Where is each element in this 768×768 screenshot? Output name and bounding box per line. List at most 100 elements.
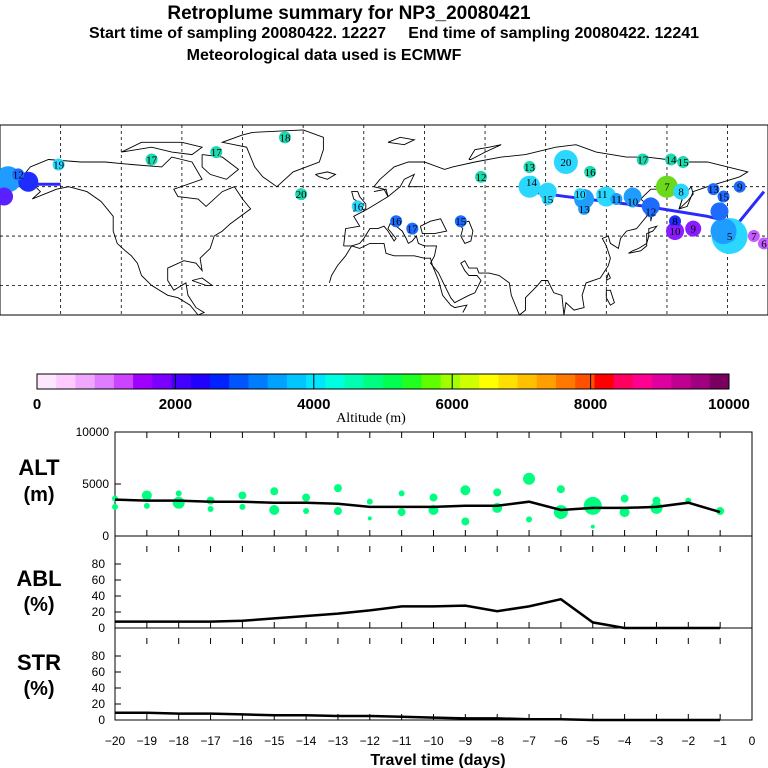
plume-day-label: 13 [524,162,536,174]
plume-blob [0,187,14,206]
x-tick-label: −14 [296,734,317,748]
plume-marker [677,156,690,169]
altitude-point [461,517,470,526]
plots-frame [114,431,753,721]
abl-line [115,597,721,630]
plume-marker [687,222,700,235]
altitude-point [172,496,185,509]
plume-marker [723,230,736,243]
plume-marker [475,170,488,183]
colorbar-swatch [440,374,461,389]
coastline [605,271,611,281]
colorbar-swatch [363,374,384,389]
altitude-point [238,491,247,500]
altitude-point [207,505,214,512]
x-tick-label: −6 [554,734,568,748]
plume-day-label: 15 [718,192,730,204]
x-tick-label: −17 [200,734,221,748]
plume-marker [523,160,536,173]
plume-day-label: 16 [352,201,364,213]
y-tick-label: 0 [98,621,105,635]
colorbar-swatch [190,374,211,389]
x-tick-label: −4 [618,734,632,748]
x-tick-label: −5 [586,734,600,748]
plume-marker [596,188,609,201]
y-tick-label: 20 [92,697,106,711]
colorbar-swatch [632,374,653,389]
colorbar-swatch [306,374,326,389]
x-tick-label: 0 [749,734,756,748]
str-label: STR [17,650,61,675]
colorbar-swatch [152,374,173,389]
retroplume-map: 19 17 17 18 20 16 16 17 15 12 14 20 13 16 15 10 11 13 11 10… [0,124,768,316]
map-gridlines [0,125,768,315]
y-tick-label: 40 [92,681,106,695]
altitude-point [141,490,152,501]
plume-day-label: 8 [678,187,684,199]
coastline [387,136,416,146]
colorbar-swatch [94,374,115,389]
colorbar-tick-label: 6000 [436,396,469,413]
plume-marker [675,185,688,198]
plume-day-label: 9 [737,182,743,194]
colorbar-tick-label: 2000 [159,396,192,413]
plume-day-label: 14 [665,155,677,167]
plume-day-label: 6 [761,238,767,250]
colorbar-swatch [517,374,538,389]
plume-day-label: 16 [585,167,597,179]
plume-day-label: 11 [611,194,622,206]
altitude-point [269,505,280,515]
coastline [605,289,615,306]
x-tick-label: −11 [392,734,412,748]
colorbar-tick-label: 0 [33,396,41,413]
plume-day-label: 15 [542,194,554,206]
plume-marker [390,215,403,228]
plume-day-label: 9 [690,224,696,236]
colorbar-swatch [613,374,634,389]
altitude-colorbar: 0 2000 4000 6000 8000 10000 [33,373,750,413]
coastline [328,242,468,313]
chart-title: Retroplume summary for NP3_20080421 [167,3,531,24]
altitude-point [523,472,536,485]
y-tick-label: 20 [92,605,106,619]
y-tick-label: 60 [92,665,106,679]
altitude-point [367,516,372,521]
plume-marker [610,193,623,206]
x-tick-label: −8 [490,734,504,748]
plume-marker [574,188,587,201]
plume-marker [454,215,467,228]
plume-marker [525,175,538,188]
colorbar-swatch [536,374,557,389]
altitude-point [590,524,595,529]
coastline [458,220,474,244]
colorbar-swatch [479,374,499,389]
plume-marker [644,205,657,218]
altitude-point [553,505,568,520]
plume-marker [52,158,65,171]
plume-day-label: 12 [13,169,24,181]
coastline [628,225,659,254]
colorbar-swatch [671,374,692,389]
plume-day-label: 12 [645,206,656,218]
colorbar-swatch [325,374,346,389]
colorbar-swatch [37,374,57,389]
colorbar-tick-label: 8000 [574,396,607,413]
x-tick-label: −16 [232,734,253,748]
plume-day-label: 17 [637,155,649,167]
altitude-point [526,516,533,523]
colorbar-swatch [709,374,730,389]
colorbar-swatch [229,374,249,389]
x-tick-label: −7 [522,734,536,748]
colorbar-swatch [248,374,269,389]
alt-label: ALT [18,455,60,480]
plume-day-label: 20 [296,189,308,201]
plume-marker [733,180,746,193]
coastline [201,154,240,180]
x-tick-label: −13 [328,734,349,748]
colorbar-swatch [575,374,595,389]
plume-marker [559,156,572,169]
plume-day-label: 20 [560,157,572,169]
y-tick-label: 0 [98,713,105,727]
